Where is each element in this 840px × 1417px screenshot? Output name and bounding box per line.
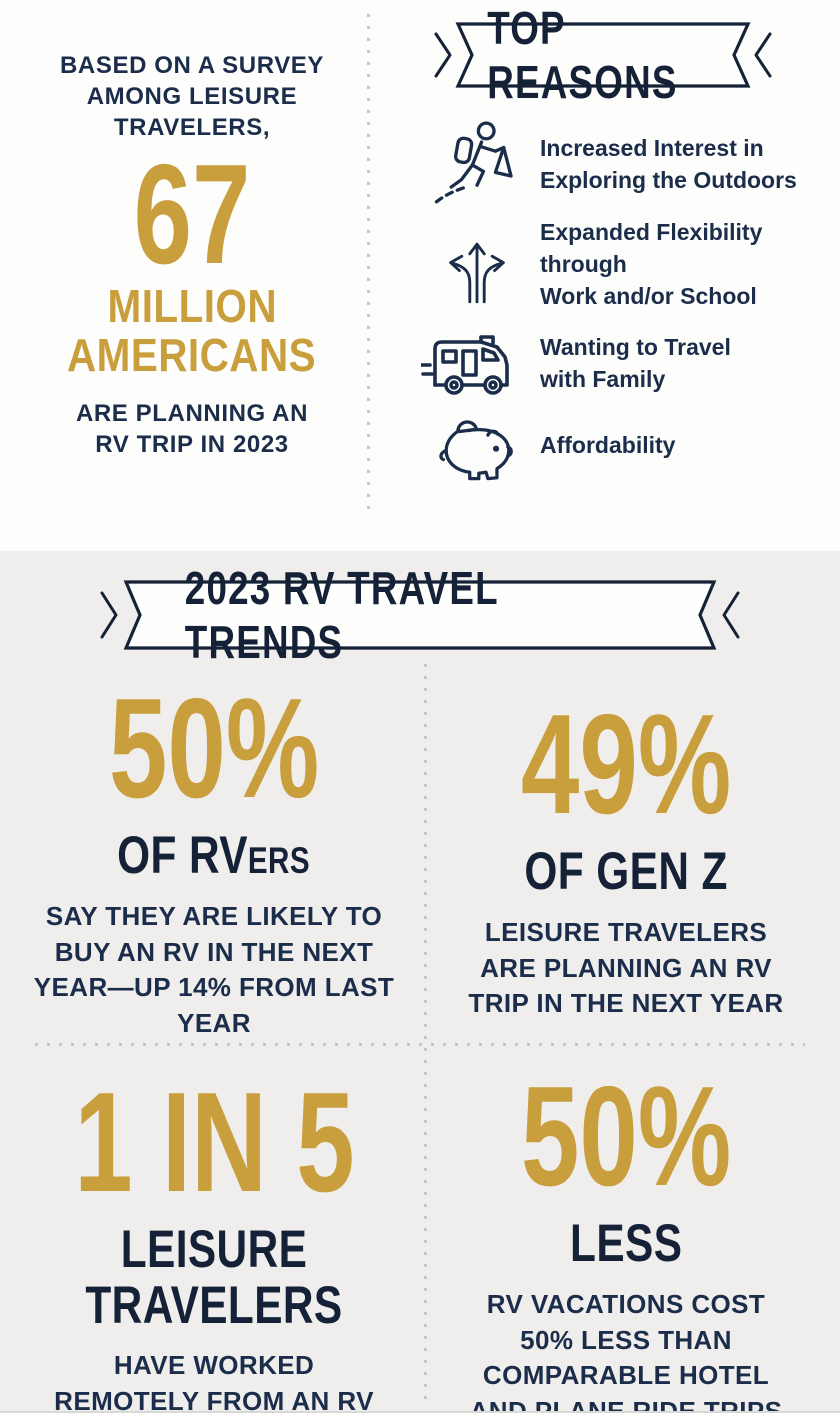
stat-remote-work: 1 IN 5 LEISURE TRAVELERS HAVE WORKED REM…	[18, 1072, 410, 1417]
hero-number: 67	[133, 134, 251, 294]
stat-cost-less: 50% LESS RV VACATIONS COST 50% LESS THAN…	[430, 1066, 822, 1417]
hero-lead-text: BASED ON A SURVEY AMONG LEISURE TRAVELER…	[59, 52, 325, 142]
reason-label: Affordability	[540, 432, 676, 459]
ribbon-right-chevron-icon	[754, 32, 772, 78]
bottom-edge-line	[0, 1411, 840, 1413]
reason-label: Increased Interest in Exploring the Outd…	[540, 135, 797, 193]
top-dotted-divider	[367, 14, 370, 512]
top-reasons-title: TOP REASONS	[487, 2, 678, 108]
reason-label: Expanded Flexibility through Work and/or…	[540, 219, 763, 309]
trends-ribbon	[100, 580, 740, 650]
reason-item-family: Wanting to Travel with Family	[414, 326, 826, 402]
hero-survey-block: BASED ON A SURVEY AMONG LEISURE TRAVELER…	[24, 50, 360, 460]
reason-label: Wanting to Travel with Family	[540, 334, 731, 392]
ribbon-left-chevron-icon	[100, 591, 118, 639]
trends-section	[0, 551, 840, 1412]
top-reasons-ribbon	[434, 22, 772, 88]
stat-description: RV VACATIONS COST 50% LESS THAN COMPARAB…	[469, 1288, 783, 1417]
hero-unit-americans: AMERICANS	[67, 329, 317, 382]
stat-value: 49%	[520, 685, 732, 844]
stat-gen-z: 49% OF GEN Z LEISURE TRAVELERS ARE PLANN…	[430, 694, 822, 1022]
stat-value: 1 IN 5	[73, 1063, 355, 1222]
stat-description: HAVE WORKED REMOTELY FROM AN RV IN THE P…	[54, 1350, 374, 1417]
rv-camper-icon	[414, 329, 540, 399]
stat-description: SAY THEY ARE LIKELY TO BUY AN RV IN THE …	[33, 900, 395, 1039]
stat-value: 50%	[108, 669, 320, 828]
trends-vertical-dotted-divider	[424, 664, 427, 1400]
trends-title: 2023 RV TRAVEL TRENDS	[184, 562, 499, 668]
stat-description: LEISURE TRAVELERS ARE PLANNING AN RV TRI…	[468, 916, 784, 1019]
stat-label: OF GEN Z	[524, 842, 728, 901]
stat-value: 50%	[520, 1057, 732, 1216]
ribbon-left-chevron-icon	[434, 32, 452, 78]
ribbon-box	[123, 580, 717, 650]
piggy-bank-icon	[414, 407, 540, 485]
bottom-white-strip	[0, 1413, 840, 1417]
reason-item-flexibility: Expanded Flexibility through Work and/or…	[414, 219, 826, 309]
stat-label: OF RVERS	[117, 826, 311, 885]
trends-horizontal-dotted-divider	[35, 1043, 805, 1046]
stat-rvers: 50% OF RVERS SAY THEY ARE LIKELY TO BUY …	[18, 678, 410, 1042]
hero-caption-text: ARE PLANNING AN RV TRIP IN 2023	[75, 399, 309, 459]
branching-arrows-icon	[414, 223, 540, 307]
reason-item-outdoors: Increased Interest in Exploring the Outd…	[414, 118, 826, 212]
reason-item-affordability: Affordability	[414, 404, 826, 488]
ribbon-box	[455, 22, 751, 88]
ribbon-right-chevron-icon	[722, 591, 740, 639]
stat-label: LEISURE TRAVELERS	[85, 1220, 343, 1335]
hiker-icon	[414, 119, 540, 211]
hero-unit-million: MILLION	[107, 280, 277, 333]
stat-label: LESS	[569, 1214, 683, 1273]
